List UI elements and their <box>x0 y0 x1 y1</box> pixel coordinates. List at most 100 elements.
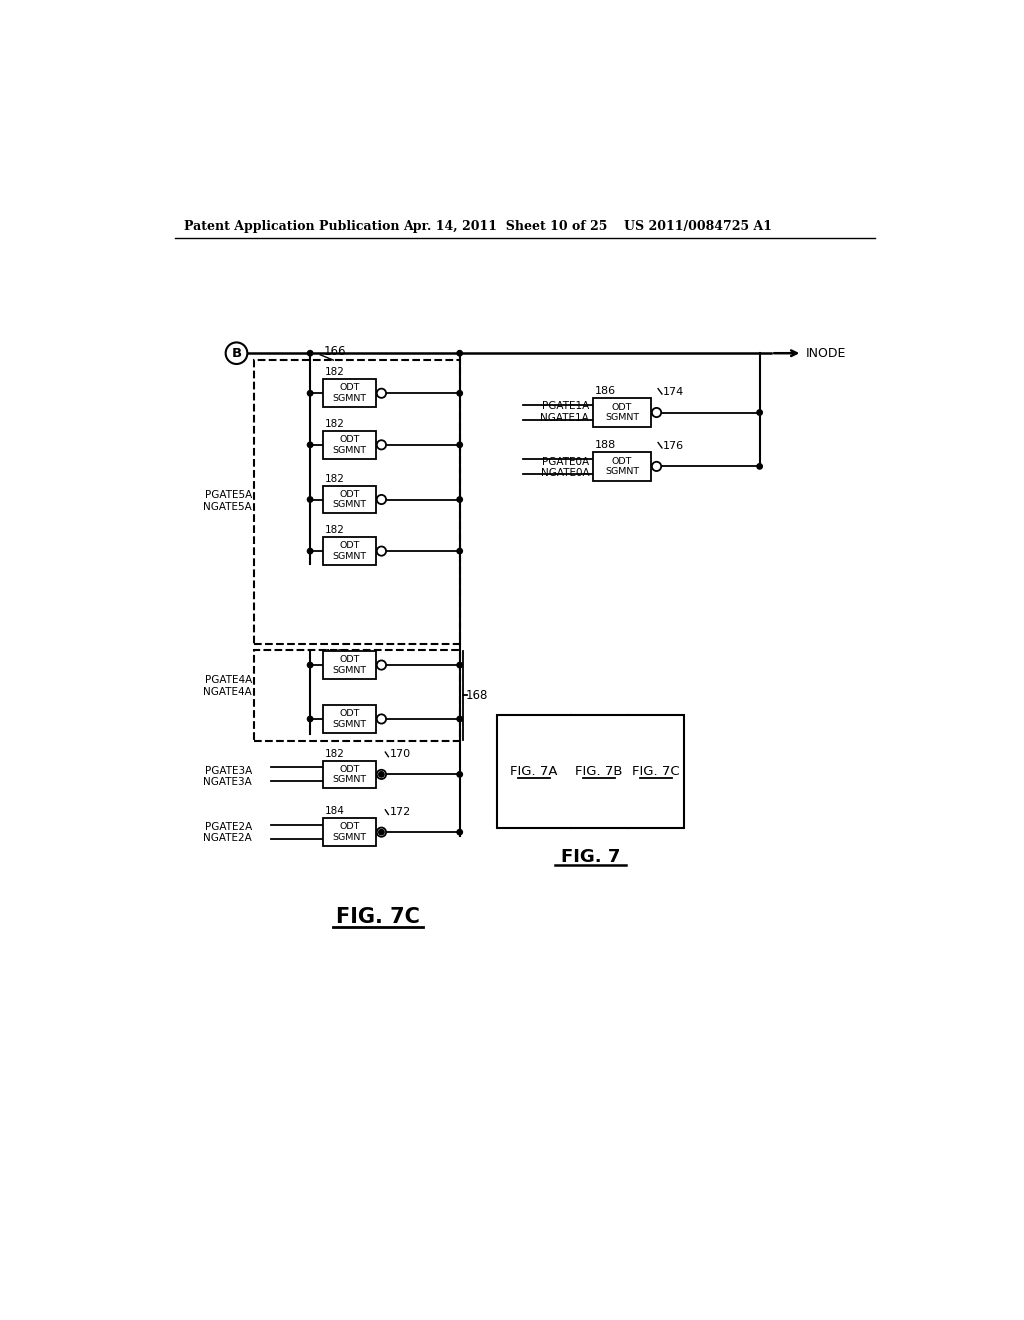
Circle shape <box>377 441 386 450</box>
Text: PGATE4A: PGATE4A <box>205 676 252 685</box>
Circle shape <box>457 496 463 502</box>
Circle shape <box>757 409 762 416</box>
Text: FIG. 7: FIG. 7 <box>561 847 621 866</box>
Text: PGATE0A: PGATE0A <box>542 457 589 467</box>
Circle shape <box>307 548 313 554</box>
Bar <box>254 360 460 644</box>
Bar <box>324 379 376 407</box>
Text: 188: 188 <box>595 440 615 450</box>
Circle shape <box>457 351 463 356</box>
Text: FIG. 7C: FIG. 7C <box>336 907 420 927</box>
Circle shape <box>457 717 463 722</box>
Bar <box>254 649 460 742</box>
Circle shape <box>457 663 463 668</box>
Text: PGATE5A: PGATE5A <box>205 490 252 500</box>
Text: ODT: ODT <box>340 490 359 499</box>
Bar <box>593 397 651 428</box>
Text: NGATE3A: NGATE3A <box>203 777 252 787</box>
Bar <box>324 486 376 513</box>
Text: 182: 182 <box>325 648 345 659</box>
Text: NGATE2A: NGATE2A <box>203 833 252 843</box>
Circle shape <box>379 829 384 834</box>
Circle shape <box>307 351 313 356</box>
Circle shape <box>457 829 463 834</box>
Circle shape <box>457 772 463 777</box>
Bar <box>324 651 376 678</box>
Text: 186: 186 <box>595 385 615 396</box>
Text: ODT: ODT <box>340 655 359 664</box>
Circle shape <box>377 546 386 556</box>
Text: 176: 176 <box>663 441 684 450</box>
Text: ODT: ODT <box>340 709 359 718</box>
Text: ODT: ODT <box>340 436 359 444</box>
Circle shape <box>307 663 313 668</box>
Circle shape <box>379 772 384 777</box>
Text: SGMNT: SGMNT <box>333 719 367 729</box>
Text: Apr. 14, 2011  Sheet 10 of 25: Apr. 14, 2011 Sheet 10 of 25 <box>403 219 607 232</box>
Circle shape <box>377 828 386 837</box>
Text: FIG. 7A: FIG. 7A <box>510 764 558 777</box>
Text: ODT: ODT <box>612 457 632 466</box>
Text: NGATE1A: NGATE1A <box>541 413 589 422</box>
Text: ODT: ODT <box>612 403 632 412</box>
Text: SGMNT: SGMNT <box>333 552 367 561</box>
Circle shape <box>457 548 463 554</box>
Circle shape <box>307 496 313 502</box>
Text: ODT: ODT <box>340 383 359 392</box>
Bar <box>593 451 651 480</box>
Text: INODE: INODE <box>805 347 846 360</box>
Text: 168: 168 <box>466 689 488 702</box>
Text: 182: 182 <box>325 525 345 536</box>
Circle shape <box>225 342 248 364</box>
Text: 182: 182 <box>325 748 345 759</box>
Text: SGMNT: SGMNT <box>333 395 367 403</box>
Circle shape <box>307 391 313 396</box>
Text: NGATE4A: NGATE4A <box>203 686 252 697</box>
Text: 182: 182 <box>340 706 360 717</box>
Text: 184: 184 <box>325 807 345 816</box>
Text: 182: 182 <box>325 367 345 378</box>
Circle shape <box>377 388 386 397</box>
Text: SGMNT: SGMNT <box>333 833 367 842</box>
Circle shape <box>377 714 386 723</box>
Text: FIG. 7B: FIG. 7B <box>575 764 623 777</box>
Circle shape <box>377 770 386 779</box>
Text: 170: 170 <box>390 750 411 759</box>
Text: 182: 182 <box>325 418 345 429</box>
Text: ODT: ODT <box>340 541 359 550</box>
Circle shape <box>457 442 463 447</box>
Text: PGATE3A: PGATE3A <box>205 766 252 776</box>
Text: 182: 182 <box>325 474 345 483</box>
Circle shape <box>377 495 386 504</box>
Bar <box>324 705 376 733</box>
Bar <box>324 537 376 565</box>
Text: SGMNT: SGMNT <box>333 667 367 675</box>
Circle shape <box>307 717 313 722</box>
Text: SGMNT: SGMNT <box>605 413 639 422</box>
Text: Patent Application Publication: Patent Application Publication <box>183 219 399 232</box>
Text: SGMNT: SGMNT <box>333 775 367 784</box>
Text: 172: 172 <box>390 807 412 817</box>
Circle shape <box>652 408 662 417</box>
Bar <box>324 430 376 459</box>
Text: ODT: ODT <box>340 822 359 832</box>
Bar <box>324 818 376 846</box>
Circle shape <box>307 442 313 447</box>
Circle shape <box>652 462 662 471</box>
Text: 174: 174 <box>663 387 684 397</box>
Text: SGMNT: SGMNT <box>605 467 639 477</box>
Bar <box>497 715 684 829</box>
Text: ODT: ODT <box>340 764 359 774</box>
Text: PGATE1A: PGATE1A <box>542 401 589 412</box>
Text: US 2011/0084725 A1: US 2011/0084725 A1 <box>624 219 772 232</box>
Text: 166: 166 <box>324 345 346 358</box>
Text: SGMNT: SGMNT <box>333 500 367 510</box>
Text: NGATE5A: NGATE5A <box>203 502 252 512</box>
Bar <box>324 760 376 788</box>
Text: NGATE0A: NGATE0A <box>541 469 589 478</box>
Circle shape <box>457 391 463 396</box>
Text: PGATE2A: PGATE2A <box>205 822 252 832</box>
Circle shape <box>757 463 762 469</box>
Circle shape <box>377 660 386 669</box>
Text: SGMNT: SGMNT <box>333 446 367 454</box>
